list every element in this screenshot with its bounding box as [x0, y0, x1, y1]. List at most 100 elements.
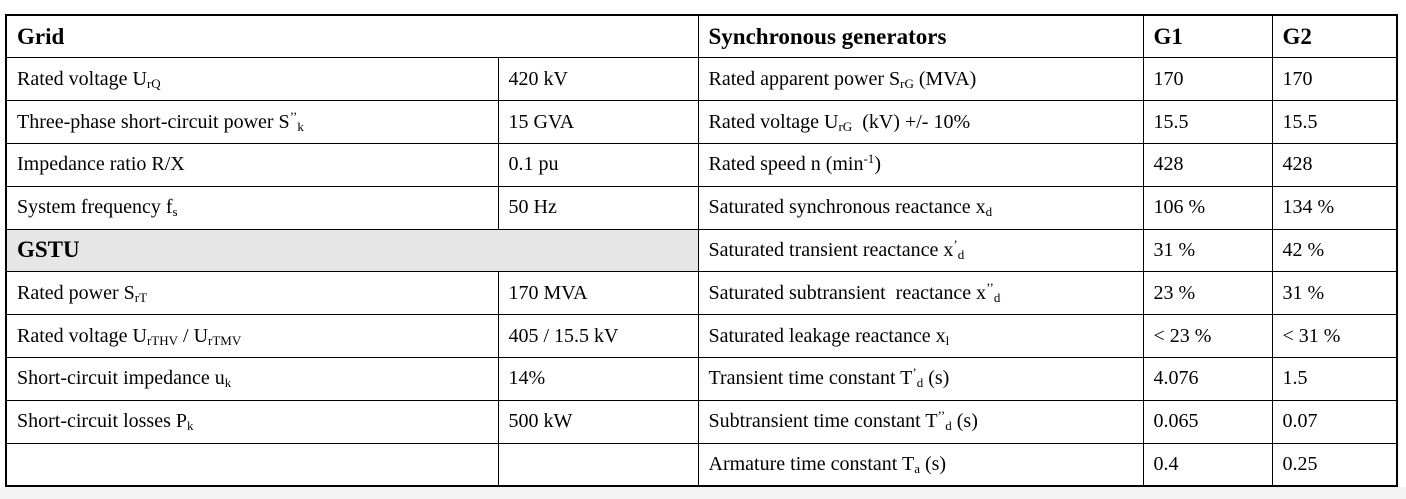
text-run: Three-phase short-circuit power S [17, 110, 290, 133]
table-row: Impedance ratio R/X 0.1 pu Rated speed n (… [5, 142, 1398, 187]
g1-value: 170 [1142, 57, 1273, 102]
text-run: Rated apparent power S [708, 67, 901, 90]
g2-value: 0.25 [1271, 442, 1398, 487]
column-header: Synchronous generators [697, 14, 1144, 59]
table-row: Three-phase short-circuit power S’’k 15 G… [5, 100, 1398, 144]
text-run: 170 MVA [508, 281, 588, 304]
parameter-value: 420 kV [497, 57, 699, 102]
table-row: Grid Synchronous generators G1 G2 [5, 14, 1398, 59]
subscript: d [985, 204, 993, 220]
superscript: ’’ [937, 408, 946, 424]
column-header: G1 [1142, 14, 1273, 59]
text-run: / U [178, 324, 209, 347]
generator-parameter: Transient time constant T’d (s) [697, 357, 1144, 401]
generator-parameter: Rated voltage UrG (kV) +/- 10% [697, 100, 1144, 144]
text-run: 14% [508, 367, 546, 390]
g1-value: 31 % [1142, 228, 1273, 273]
text-run: Rated speed n (min [708, 153, 864, 176]
parameter-label: Short-circuit impedance uk [5, 357, 499, 401]
subscript: s [172, 204, 178, 220]
g1-value: 15.5 [1142, 100, 1273, 144]
text-run: Impedance ratio R/X [17, 153, 185, 176]
table-row: Rated voltage UrTHV / UrTMV 405 / 15.5 kV… [5, 314, 1398, 358]
subscript: l [945, 332, 950, 348]
text-run: Rated voltage U [17, 324, 147, 347]
text-run: Armature time constant T [708, 452, 915, 475]
text-run: Short-circuit losses P [17, 410, 187, 433]
subscript: rQ [146, 75, 161, 91]
generator-parameter: Rated apparent power SrG (MVA) [697, 57, 1144, 102]
subscript: rTHV [146, 332, 179, 348]
g1-value: 0.065 [1142, 399, 1273, 444]
column-header: G2 [1271, 14, 1398, 59]
text-run: (kV) +/- 10% [852, 110, 971, 133]
generator-parameter: Saturated synchronous reactance xd [697, 185, 1144, 230]
text-run: Transient time constant T [708, 367, 913, 390]
parameter-label: System frequency fs [5, 185, 499, 230]
subscript: rG [900, 75, 914, 91]
text-run: (s) [951, 410, 978, 433]
parameter-value: 500 kW [497, 399, 699, 444]
text-run: Rated voltage U [17, 67, 147, 90]
subscript: k [224, 375, 232, 391]
text-run: 405 / 15.5 kV [508, 324, 619, 347]
text-run: Saturated subtransient reactance x [708, 281, 987, 304]
g2-value: 134 % [1271, 185, 1398, 230]
text-run: 420 kV [508, 67, 568, 90]
text-run: (MVA) [913, 67, 977, 90]
parameter-table: Grid Synchronous generators G1 G2 Rated volt… [5, 14, 1398, 487]
subscript: rT [134, 289, 148, 305]
subscript: k [187, 418, 194, 434]
g2-value: 170 [1271, 57, 1398, 102]
section-heading: GSTU [5, 228, 699, 273]
parameter-value: 14% [497, 357, 699, 401]
generator-parameter: Saturated leakage reactance xl [697, 314, 1144, 358]
parameter-label: Rated voltage UrQ [5, 57, 499, 102]
table-row: Rated voltage UrQ 420 kV Rated apparent po… [5, 57, 1398, 102]
table-row: System frequency fs 50 Hz Saturated synchr… [5, 185, 1398, 230]
g1-value: 4.076 [1142, 357, 1273, 401]
subscript: d [916, 375, 924, 391]
empty-cell [5, 442, 499, 487]
parameter-value: 50 Hz [497, 185, 699, 230]
text-run: 50 Hz [508, 196, 557, 219]
text-run: Rated power S [17, 281, 135, 304]
parameter-value: 170 MVA [497, 271, 699, 316]
g2-value: 1.5 [1271, 357, 1398, 401]
g2-value: 31 % [1271, 271, 1398, 316]
text-run: Saturated transient reactance x [708, 238, 954, 261]
g2-value: < 31 % [1271, 314, 1398, 358]
superscript: ’ [953, 236, 958, 252]
table-row: Short-circuit losses Pk 500 kW Subtransien… [5, 399, 1398, 444]
g2-value: 42 % [1271, 228, 1398, 273]
text-run: Short-circuit impedance u [17, 367, 225, 390]
text-run: ) [874, 153, 881, 176]
superscript: ’’ [289, 108, 298, 124]
bottom-strip [0, 487, 1406, 499]
text-run: (s) [923, 367, 950, 390]
text-run: Saturated leakage reactance x [708, 324, 946, 347]
g2-value: 0.07 [1271, 399, 1398, 444]
generator-parameter: Saturated subtransient reactance x’’d [697, 271, 1144, 316]
g2-value: 15.5 [1271, 100, 1398, 144]
text-run: Rated voltage U [708, 110, 839, 133]
parameter-label: Short-circuit losses Pk [5, 399, 499, 444]
table-row: Short-circuit impedance uk 14% Transient t… [5, 357, 1398, 401]
superscript: ’’ [986, 279, 994, 295]
g2-value: 428 [1271, 142, 1398, 187]
text-run: 0.1 pu [508, 153, 559, 176]
parameter-value: 405 / 15.5 kV [497, 314, 699, 358]
text-run: Subtransient time constant T [708, 410, 938, 433]
subscript: d [957, 246, 965, 262]
generator-parameter: Saturated transient reactance x’d [697, 228, 1144, 273]
subscript: rTMV [208, 332, 242, 348]
g1-value: 23 % [1142, 271, 1273, 316]
section-heading: Grid [5, 14, 699, 59]
subscript: d [945, 418, 952, 434]
superscript: ’ [912, 365, 917, 381]
parameter-label: Impedance ratio R/X [5, 142, 499, 187]
g1-value: < 23 % [1142, 314, 1273, 358]
parameter-label: Rated voltage UrTHV / UrTMV [5, 314, 499, 358]
